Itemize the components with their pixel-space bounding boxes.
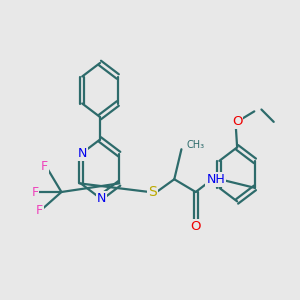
- Text: CH₃: CH₃: [187, 140, 205, 150]
- Text: F: F: [31, 185, 38, 199]
- Text: O: O: [190, 220, 201, 233]
- Text: O: O: [232, 116, 242, 128]
- Text: F: F: [36, 204, 43, 217]
- Text: F: F: [41, 160, 48, 173]
- Text: S: S: [148, 185, 157, 199]
- Text: N: N: [77, 147, 87, 160]
- Text: N: N: [97, 192, 106, 205]
- Text: NH: NH: [206, 173, 225, 186]
